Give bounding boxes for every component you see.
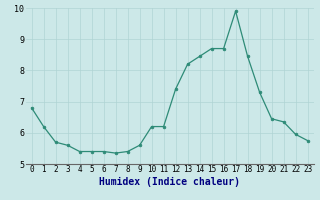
X-axis label: Humidex (Indice chaleur): Humidex (Indice chaleur) xyxy=(99,177,240,187)
